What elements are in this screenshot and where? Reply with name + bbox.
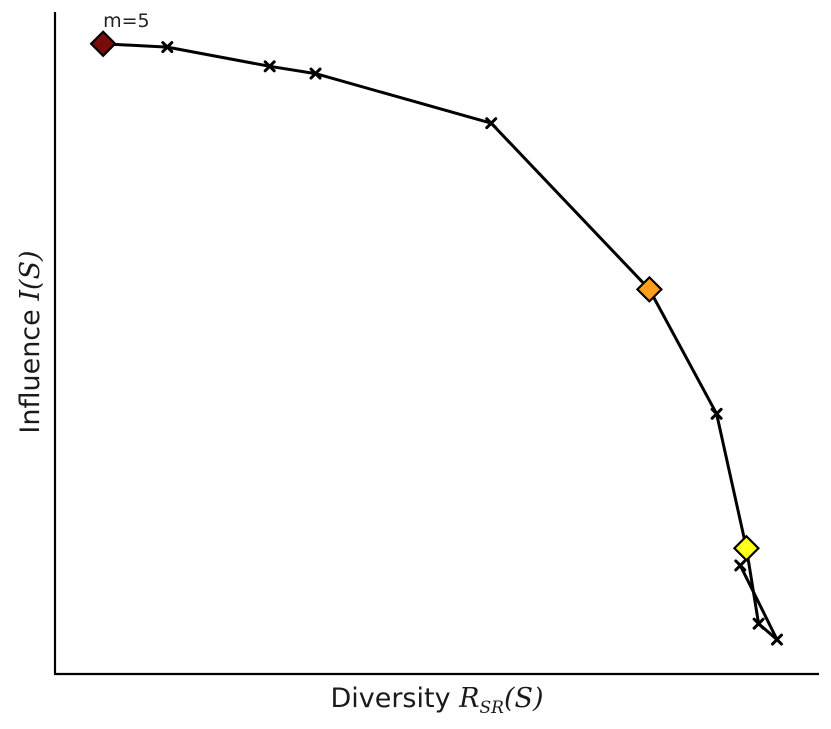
data-point-2 (263, 60, 276, 73)
plot-area: m=5 (89, 10, 783, 646)
data-point-8 (752, 617, 765, 630)
annotation-label-0: m=5 (103, 10, 150, 32)
data-point-9 (770, 633, 783, 646)
x-axis-title: Diversity RSR(S) (330, 683, 543, 718)
y-axis-title: Influence I(S) (15, 250, 46, 433)
highlight-marker-1 (635, 275, 663, 303)
highlight-marker-0 (89, 30, 117, 58)
data-point-1 (161, 41, 174, 54)
data-point-4 (485, 117, 498, 130)
highlight-marker-2 (732, 534, 760, 562)
axes (53, 12, 819, 676)
data-point-6 (710, 407, 723, 420)
data-point-10 (734, 559, 747, 572)
data-point-3 (309, 67, 322, 80)
series-line-0 (101, 42, 779, 642)
